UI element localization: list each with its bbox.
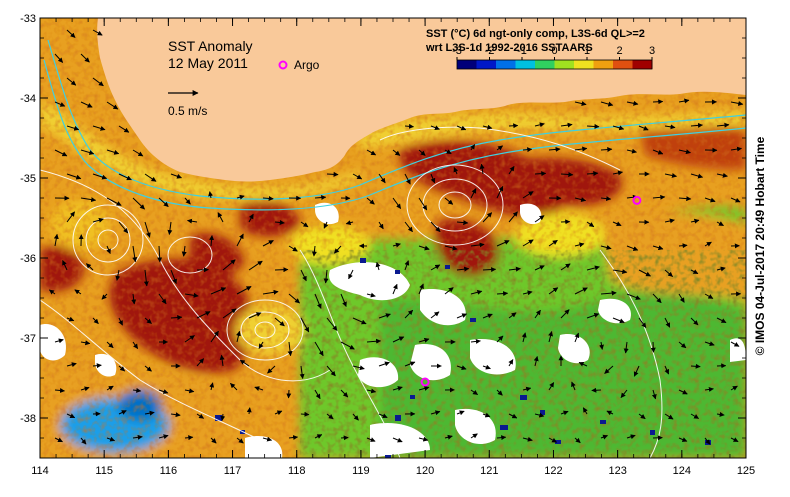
current-arrow xyxy=(653,102,663,103)
colorbar-tick-label: -1 xyxy=(517,45,527,57)
colorbar-swatch xyxy=(574,60,594,69)
current-arrow xyxy=(275,270,288,271)
current-arrow xyxy=(301,414,309,415)
colorbar-tick-label: -2 xyxy=(485,45,495,57)
current-arrow xyxy=(691,366,700,367)
argo-legend-label: Argo xyxy=(294,58,320,72)
lon-tick-label: 116 xyxy=(160,465,178,477)
colorbar-swatch xyxy=(594,60,614,69)
current-arrow xyxy=(289,390,290,398)
current-arrow xyxy=(509,126,518,127)
lat-tick-label: -33 xyxy=(20,13,36,25)
colorbar-swatch xyxy=(535,60,555,69)
current-arrow xyxy=(679,245,687,246)
product-description-line1: SST (°C) 6d ngt-only comp, L3S-6d QL>=2 xyxy=(426,28,645,40)
colorbar-tick-label: 2 xyxy=(616,45,622,57)
lat-tick-label: -34 xyxy=(20,93,36,105)
colorbar-swatch xyxy=(457,60,477,69)
colorbar-tick-label: -3 xyxy=(452,45,462,57)
map-title: SST Anomaly xyxy=(168,38,253,54)
lat-tick-label: -38 xyxy=(20,413,36,425)
lon-tick-label: 120 xyxy=(416,465,434,477)
credit-text: © IMOS 04-Jul-2017 20:49 Hobart Time xyxy=(753,137,767,356)
colorbar-swatch xyxy=(555,60,575,69)
current-arrow xyxy=(592,390,601,391)
current-arrow xyxy=(587,126,599,127)
map-date: 12 May 2011 xyxy=(168,55,248,71)
colorbar-tick-label: 1 xyxy=(584,45,590,57)
lon-tick-label: 124 xyxy=(673,465,691,477)
colorbar-swatch xyxy=(516,60,536,69)
vector-scale-label: 0.5 m/s xyxy=(168,104,207,118)
lon-tick-label: 115 xyxy=(95,465,113,477)
current-arrow xyxy=(483,269,496,270)
lon-tick-label: 123 xyxy=(608,465,626,477)
colorbar-swatch xyxy=(496,60,516,69)
colorbar-tick-label: 3 xyxy=(649,45,655,57)
lon-tick-label: 114 xyxy=(31,465,49,477)
lon-tick-label: 122 xyxy=(544,465,562,477)
colorbar-tick-label: 0 xyxy=(551,45,557,57)
colorbar-swatch xyxy=(633,60,653,69)
lon-tick-label: 121 xyxy=(480,465,498,477)
lon-tick-label: 125 xyxy=(737,465,755,477)
lat-tick-label: -37 xyxy=(20,333,36,345)
current-arrow xyxy=(535,173,546,174)
current-arrow xyxy=(341,438,348,439)
current-arrow xyxy=(653,342,654,352)
current-arrow xyxy=(405,126,414,127)
colorbar-swatch xyxy=(477,60,497,69)
current-arrow xyxy=(327,174,338,175)
current-arrow xyxy=(523,149,532,150)
colorbar-swatch xyxy=(613,60,633,69)
lon-tick-label: 119 xyxy=(352,465,370,477)
lon-tick-label: 117 xyxy=(224,465,242,477)
lon-tick-label: 118 xyxy=(288,465,306,477)
lat-tick-label: -36 xyxy=(20,253,36,265)
sst-field xyxy=(40,18,746,458)
lat-tick-label: -35 xyxy=(20,173,36,185)
product-description-line2: wrt L3S-1d 1992-2016 SSTAARS xyxy=(425,42,593,54)
